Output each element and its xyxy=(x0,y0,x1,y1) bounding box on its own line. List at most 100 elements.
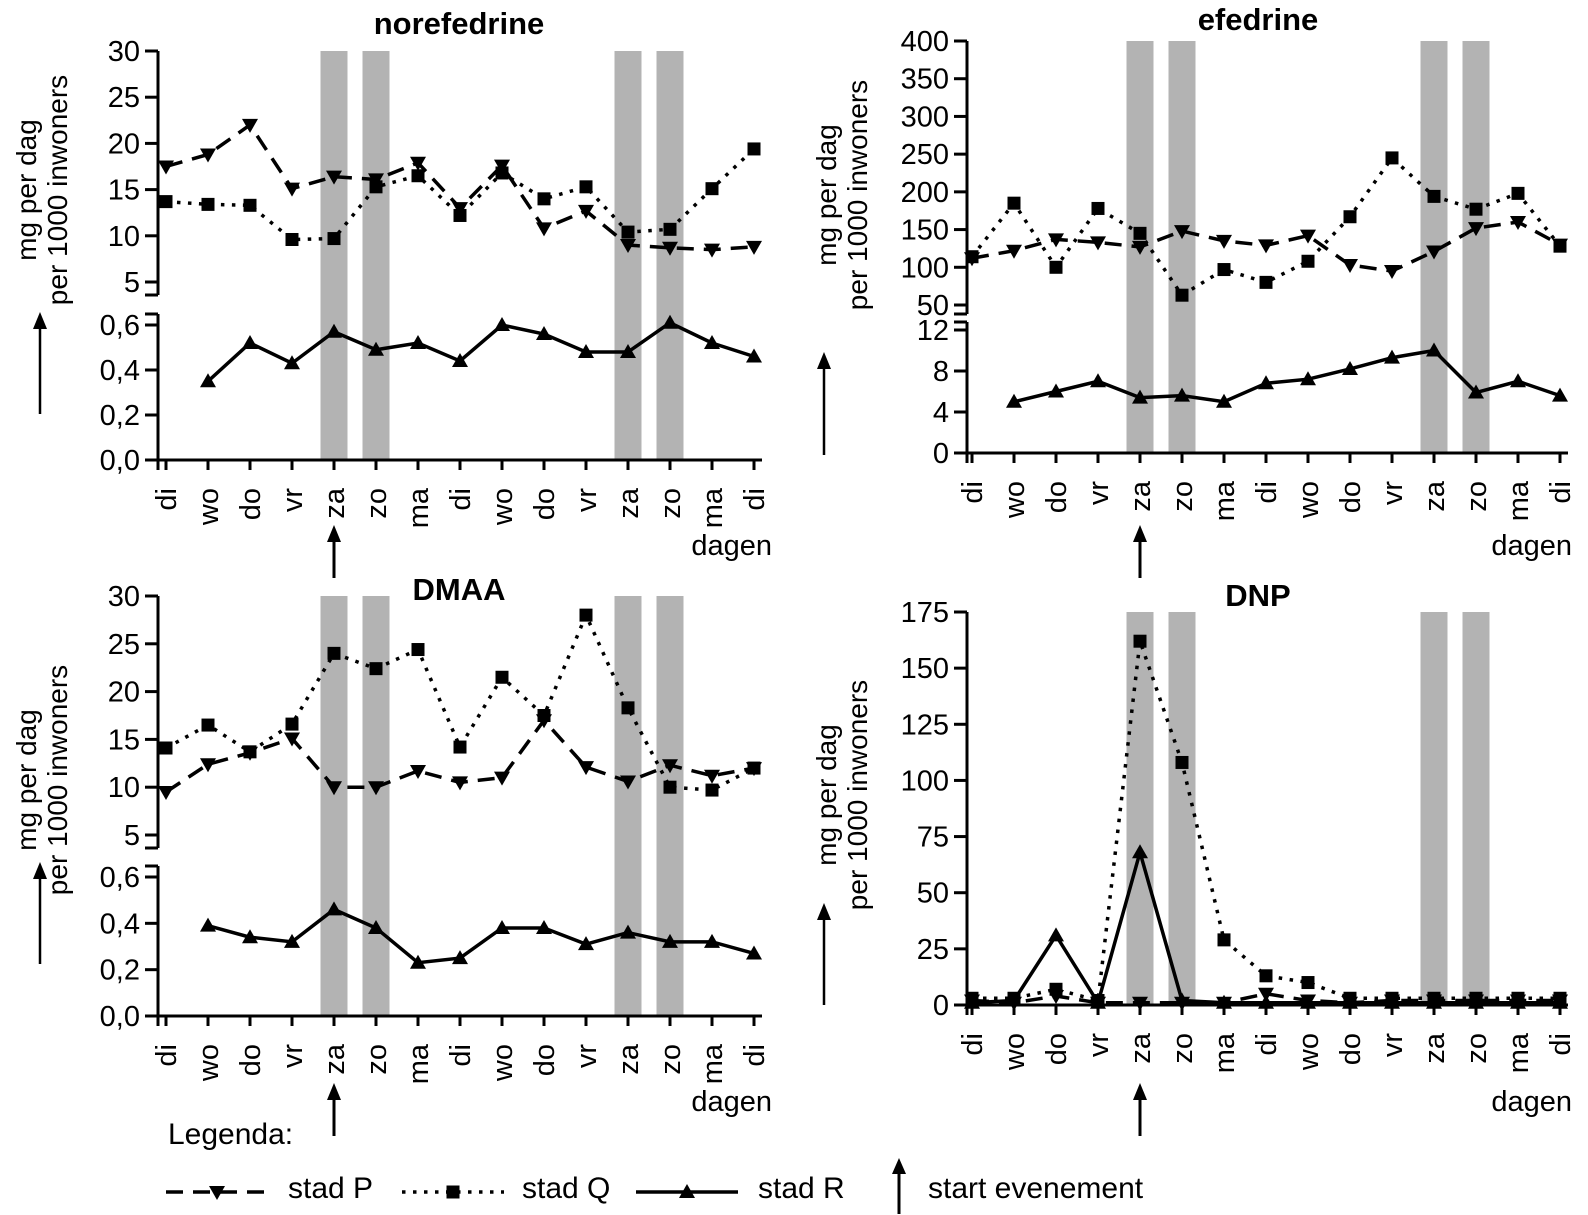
day-tick-label: wo xyxy=(1293,1033,1325,1071)
marker-triangle-up xyxy=(1258,375,1274,390)
day-tick-label: do xyxy=(235,1044,267,1076)
marker-square xyxy=(537,192,551,206)
legend-label-stad-r: stad R xyxy=(758,1172,845,1205)
marker-triangle-up xyxy=(620,344,636,358)
marker-triangle-down xyxy=(1174,225,1190,240)
y-tick-label: 100 xyxy=(901,252,949,284)
marker-triangle-down xyxy=(1258,239,1274,254)
marker-square xyxy=(1049,982,1063,996)
marker-triangle-up xyxy=(242,335,258,349)
x-axis-label-dnp: dagen xyxy=(1491,1086,1572,1118)
weekend-band xyxy=(614,596,642,1016)
y-axis-label-line2: per 1000 inwoners xyxy=(842,679,873,911)
day-tick-label: za xyxy=(613,1043,645,1075)
marker-square xyxy=(1259,969,1273,983)
panel-title-dnp: DNP xyxy=(1225,578,1291,613)
y-tick-label: 125 xyxy=(901,709,949,741)
marker-triangle-down xyxy=(200,758,216,773)
marker-triangle-down xyxy=(410,764,426,779)
legend-sample-stad-r xyxy=(636,1184,738,1198)
marker-square xyxy=(453,208,467,222)
y-tick-label: 15 xyxy=(108,724,140,756)
marker-square xyxy=(705,182,719,196)
up-arrow-icon xyxy=(817,903,831,1005)
series-line-stad-q xyxy=(165,147,756,242)
marker-square xyxy=(747,142,761,156)
weekend-band xyxy=(320,596,348,1016)
series-markers-stad-q xyxy=(159,142,761,246)
marker-triangle-up xyxy=(620,924,636,939)
marker-triangle-down xyxy=(368,781,384,796)
y-tick-label: 75 xyxy=(917,822,949,854)
day-tick-label: ma xyxy=(403,487,435,528)
marker-triangle-down xyxy=(1510,216,1526,231)
event-arrow xyxy=(327,525,341,578)
series-markers-stad-p xyxy=(964,216,1568,280)
marker-triangle-up xyxy=(1132,844,1148,859)
marker-triangle-up xyxy=(1216,994,1232,1009)
marker-triangle-down xyxy=(326,781,342,796)
marker-triangle-down xyxy=(746,240,762,255)
day-tick-label: vr xyxy=(1377,481,1409,506)
series-line-stad-r xyxy=(207,907,755,965)
day-tick-label: ma xyxy=(1209,1032,1241,1073)
marker-triangle-up xyxy=(284,933,300,948)
weekend-band xyxy=(656,596,684,1016)
day-tick-label: vr xyxy=(277,488,309,513)
marker-square xyxy=(1175,755,1189,769)
y-tick-label: 350 xyxy=(901,64,949,96)
y-axis-label-line1: mg per dag xyxy=(11,119,42,261)
marker-triangle-up xyxy=(410,335,426,349)
marker-square xyxy=(1427,189,1441,203)
y-tick-label: 400 xyxy=(901,26,949,58)
series-line-stad-p xyxy=(971,991,1560,1005)
marker-square xyxy=(579,180,593,194)
day-tick-label: za xyxy=(319,487,351,519)
marker-square xyxy=(1133,634,1147,648)
marker-square xyxy=(453,740,467,754)
day-tick-label: zo xyxy=(1461,481,1493,512)
y-axis-label-line2: per 1000 inwoners xyxy=(42,74,73,306)
marker-triangle-down xyxy=(284,182,300,197)
day-tick-label: zo xyxy=(655,1044,687,1075)
y-tick-label: 0 xyxy=(933,990,949,1022)
series-markers-stad-r xyxy=(1006,342,1568,408)
marker-square xyxy=(1301,976,1315,990)
weekend-band xyxy=(320,51,348,460)
series-markers-stad-r xyxy=(200,314,762,388)
marker-triangle-up xyxy=(242,929,258,944)
day-tick-label: wo xyxy=(193,488,225,526)
marker-triangle-down xyxy=(200,148,216,163)
weekend-band xyxy=(1168,41,1196,453)
marker-triangle-up xyxy=(1552,994,1568,1009)
day-tick-label: wo xyxy=(999,481,1031,519)
marker-triangle-down xyxy=(704,769,720,784)
y-axis-label-line2: per 1000 inwoners xyxy=(842,79,873,311)
marker-triangle-up xyxy=(578,936,594,951)
day-tick-label: do xyxy=(1335,1033,1367,1065)
panel-title-dmaa: DMAA xyxy=(412,572,506,607)
day-tick-label: za xyxy=(1125,1032,1157,1064)
legend-sample-stad-p xyxy=(166,1186,268,1200)
marker-triangle-up xyxy=(1510,994,1526,1009)
marker-triangle-up xyxy=(1426,342,1442,357)
marker-triangle-down xyxy=(1342,259,1358,274)
marker-triangle-up xyxy=(1510,373,1526,388)
marker-triangle-up xyxy=(704,933,720,948)
marker-triangle-down xyxy=(494,771,510,786)
day-tick-label: di xyxy=(957,1033,989,1056)
y-tick-label: 20 xyxy=(108,128,140,160)
day-tick-label: di xyxy=(1545,1033,1577,1056)
marker-triangle-up xyxy=(1300,371,1316,386)
marker-square xyxy=(327,232,341,246)
marker-square xyxy=(411,643,425,657)
day-tick-label: za xyxy=(1125,480,1157,512)
day-tick-label: di xyxy=(1251,481,1283,504)
marker-square xyxy=(1301,254,1315,268)
y-tick-label: 175 xyxy=(901,597,949,629)
marker-triangle-down xyxy=(209,1186,225,1200)
marker-triangle-up xyxy=(1048,927,1064,942)
day-tick-label: di xyxy=(445,1044,477,1067)
marker-triangle-up xyxy=(494,317,510,331)
series-markers-stad-q xyxy=(159,608,761,797)
